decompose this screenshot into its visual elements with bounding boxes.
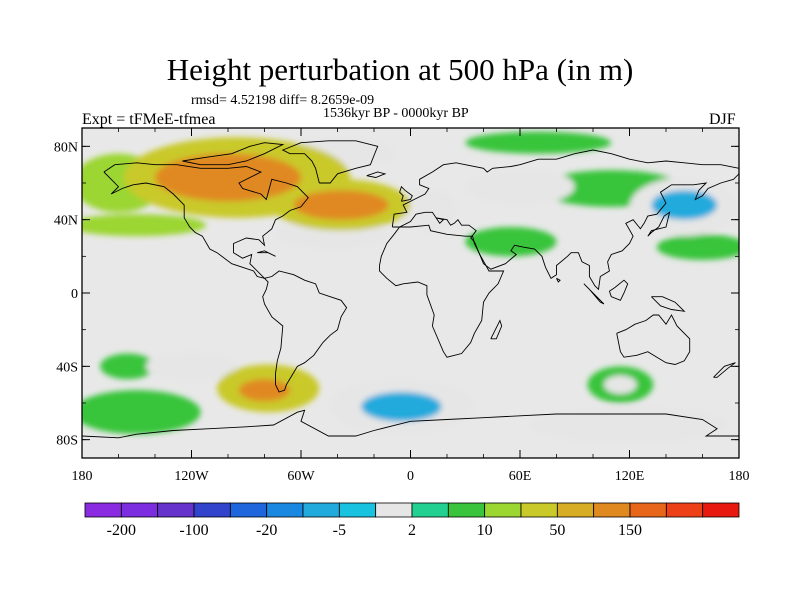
colorbar-swatch <box>447 502 486 518</box>
lat-tick-label: 80N <box>54 140 78 155</box>
coastline-14 <box>257 250 276 257</box>
colorbar-label: 10 <box>477 522 493 539</box>
lon-tick-label: 60W <box>287 469 315 484</box>
colorbar-swatch <box>302 502 340 518</box>
period-label: 1536kyr BP - 0000kyr BP <box>323 106 469 121</box>
coastline-1 <box>262 270 348 393</box>
colorbar-swatch <box>593 502 631 518</box>
anomaly-south-atlantic-core <box>361 392 442 422</box>
coastline-15 <box>490 319 503 340</box>
anomaly-north-pacific-east <box>656 234 739 260</box>
coastline-6 <box>616 314 691 365</box>
colorbar-swatch <box>120 502 159 518</box>
lon-tick-label: 120E <box>615 469 645 484</box>
colorbar-swatch <box>520 502 558 518</box>
anomaly-south-pacific <box>100 353 155 380</box>
colorbar-swatch <box>193 502 231 518</box>
anomaly-south-pacific-mid <box>145 351 238 382</box>
lon-tick-label: 180 <box>72 469 93 484</box>
colorbar-swatch <box>702 502 740 518</box>
colorbar-label: -200 <box>107 522 136 539</box>
colorbar-swatch <box>411 502 449 518</box>
anomaly-south-pacific-west <box>82 390 201 435</box>
coastline-9 <box>366 171 387 178</box>
colorbar-swatch <box>484 502 522 518</box>
coastline-13 <box>651 296 686 312</box>
lon-tick-label: 180 <box>729 469 750 484</box>
colorbar-label: 150 <box>618 522 642 539</box>
coastline-10 <box>647 211 671 237</box>
lon-tick-label: 120W <box>174 469 209 484</box>
anomaly-north-atlantic-core <box>293 190 389 220</box>
anomaly-north-america-arctic-core <box>155 153 301 202</box>
colorbar-swatch <box>375 502 413 518</box>
colorbar-swatch <box>556 502 595 518</box>
anomaly-south-indian-core <box>603 375 637 394</box>
colorbar-label: -5 <box>333 522 346 539</box>
anomaly-southern-ocean-east <box>529 406 730 444</box>
anomaly-pacific-band <box>82 214 207 237</box>
anomaly-arctic-asia <box>465 131 612 154</box>
coastlines <box>82 140 739 439</box>
colorbar-swatch <box>629 502 667 518</box>
coastline-12 <box>608 279 629 301</box>
coastline-16 <box>713 362 736 378</box>
colorbar-swatch <box>665 502 704 518</box>
coastline-7 <box>82 409 739 439</box>
lat-tick-label: 40S <box>56 360 78 375</box>
coastline-8 <box>399 185 413 202</box>
colorbar-swatch <box>157 502 195 518</box>
colorbar-swatch <box>229 502 268 518</box>
coastline-2 <box>281 140 379 184</box>
colorbar-swatch <box>84 502 122 518</box>
coastline-17 <box>556 277 561 283</box>
anomaly-northwest-pacific-core <box>651 190 718 220</box>
anomaly-west-siberia <box>465 168 575 206</box>
colorbar-label: 2 <box>408 522 416 539</box>
lon-tick-label: 60E <box>509 469 532 484</box>
coastline-0 <box>103 162 309 280</box>
map-clip <box>82 128 739 458</box>
lat-tick-label: 40N <box>54 214 78 229</box>
map-axes: 80N 40N 0 40S 80S 180 120W 60W 0 60E 120E 180 <box>54 127 750 484</box>
anomaly-field <box>82 131 739 444</box>
coastline-5 <box>379 224 505 358</box>
anomaly-south-america-core <box>238 379 291 402</box>
colorbar-swatch <box>266 502 304 518</box>
lon-tick-label: 0 <box>407 469 414 484</box>
coastline-4 <box>391 149 739 291</box>
colorbar-swatch <box>338 502 377 518</box>
stats-label: rmsd= 4.52198 diff= 8.2659e-09 <box>191 93 375 108</box>
experiment-label: Expt = tFMeE-tfmea <box>82 111 216 128</box>
lat-tick-label: 0 <box>71 287 78 302</box>
coastline-11 <box>583 283 605 305</box>
colorbar-label: 50 <box>549 522 565 539</box>
colorbar-label: -20 <box>256 522 277 539</box>
colorbar-label: -100 <box>179 522 208 539</box>
season-label: DJF <box>709 111 736 128</box>
colorbar: -200 -100 -20 -5 2 10 50 150 <box>84 502 740 539</box>
coastline-3 <box>182 142 285 166</box>
map-area <box>82 128 739 458</box>
lat-tick-label: 80S <box>56 434 78 449</box>
plot-title: Height perturbation at 500 hPa (in m) <box>166 52 634 87</box>
